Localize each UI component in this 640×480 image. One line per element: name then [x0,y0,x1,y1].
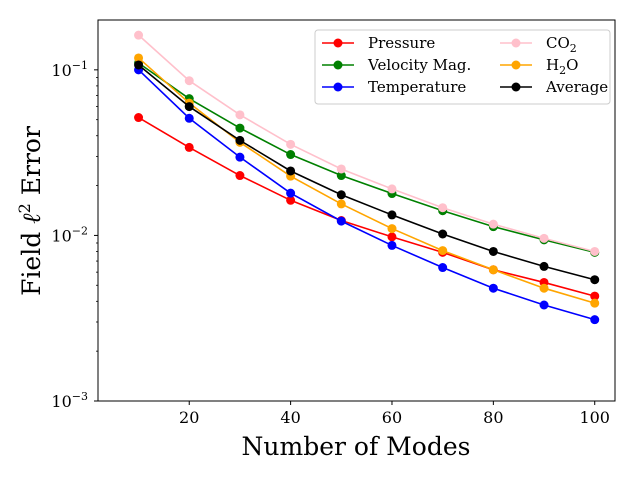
data-point [336,199,346,209]
x-axis-label: Number of Modes [242,432,471,461]
data-point [438,203,448,213]
series-line [138,62,595,254]
legend-label: Pressure [368,34,435,52]
data-point [438,246,448,256]
data-point [235,110,245,120]
data-point [134,60,144,70]
data-point [539,300,549,310]
data-point [438,229,448,239]
data-point [438,263,448,273]
y-axis-ticks: 10−3 10−2 10−1 [51,59,98,411]
data-point [235,123,245,133]
data-point [590,298,600,308]
legend-box [314,29,611,105]
data-point [336,216,346,226]
data-point [134,113,144,123]
data-point [286,195,296,205]
x-tick-label: 60 [382,408,402,427]
data-point [184,113,194,123]
y-tick-label: 10−2 [51,224,88,245]
series-line [138,34,595,253]
plot-frame [97,19,616,402]
x-axis-ticks: 20 40 60 80 100 [179,401,610,427]
legend-marker [511,60,521,70]
data-point [286,188,296,198]
y-axis-label: Field ℓ2 Error [15,126,46,296]
data-point [387,184,397,194]
series-line [137,69,595,321]
data-point [590,315,600,325]
data-point [387,232,397,242]
data-point [539,283,549,293]
y-tick-label: 10−1 [51,59,88,80]
series-line [138,64,595,281]
legend-item: Temperature [322,78,466,96]
data-point [488,265,498,275]
data-point [336,164,346,174]
data-point [235,152,245,162]
legend-marker [511,38,521,48]
series-5 [134,60,600,285]
data-point [488,246,498,256]
legend-item: Average [500,78,608,96]
legend-item: Pressure [322,34,435,52]
data-point [387,210,397,220]
legend-marker [333,38,343,48]
x-tick-label: 40 [280,408,300,427]
data-point [336,190,346,200]
plot-area [134,30,600,325]
data-point [184,142,194,152]
legend: Pressure Velocity Mag. Temperature CO2H2OAv… [314,29,611,105]
data-point [235,135,245,145]
data-point [134,53,144,63]
data-point [286,150,296,160]
x-tick-label: 100 [579,408,610,427]
data-point [539,233,549,243]
series-line [138,116,595,297]
series-0 [134,113,600,301]
data-point [387,240,397,250]
data-point [488,283,498,293]
legend-label: Average [545,78,608,96]
legend-marker [511,82,521,92]
legend-marker [333,60,343,70]
data-point [184,102,194,112]
data-point [590,291,600,301]
data-point [387,224,397,234]
legend-label: CO2 [546,34,577,55]
data-point [539,261,549,271]
x-tick-label: 80 [483,408,503,427]
legend-marker [333,82,343,92]
legend-item: H2O [500,56,578,77]
data-point [134,30,144,40]
legend-label: Temperature [368,78,466,96]
legend-label: H2O [546,56,578,77]
data-point [336,171,346,181]
data-point [235,171,245,181]
y-tick-label: 10−3 [51,390,88,411]
legend-item: CO2 [500,34,577,55]
data-point [184,76,194,86]
data-point [286,139,296,149]
data-point [590,246,600,256]
data-point [590,275,600,285]
data-point [488,219,498,229]
series-2 [134,65,600,325]
series-3 [134,30,600,256]
data-point [286,166,296,176]
legend-item: Velocity Mag. [322,56,471,74]
x-tick-label: 20 [179,408,199,427]
legend-label: Velocity Mag. [367,56,471,74]
